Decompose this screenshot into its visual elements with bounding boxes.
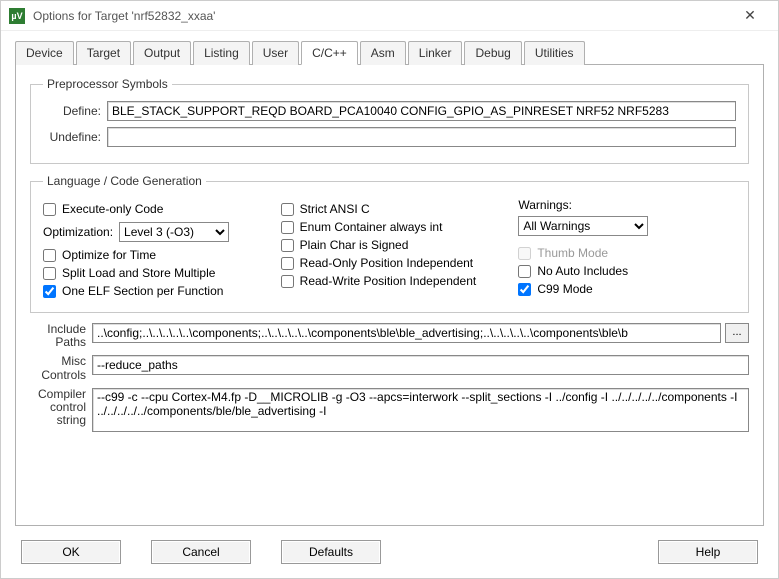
dialog-window: µV Options for Target 'nrf52832_xxaa' ✕ … bbox=[0, 0, 779, 579]
undefine-label: Undefine: bbox=[43, 130, 107, 144]
optimization-label: Optimization: bbox=[43, 225, 113, 239]
rw-pi-label: Read-Write Position Independent bbox=[300, 274, 477, 288]
tab-body-c-cpp: Preprocessor Symbols Define: Undefine: L… bbox=[15, 65, 764, 526]
split-load-label: Split Load and Store Multiple bbox=[62, 266, 215, 280]
tab-device[interactable]: Device bbox=[15, 41, 74, 65]
tab-debug[interactable]: Debug bbox=[464, 41, 521, 65]
tabstrip: DeviceTargetOutputListingUserC/C++AsmLin… bbox=[15, 41, 764, 65]
tab-c-c-[interactable]: C/C++ bbox=[301, 41, 358, 65]
tab-output[interactable]: Output bbox=[133, 41, 191, 65]
include-paths-label: IncludePaths bbox=[30, 323, 92, 349]
paths-block: IncludePaths ... MiscControls Compilerco… bbox=[30, 323, 749, 432]
preprocessor-group: Preprocessor Symbols Define: Undefine: bbox=[30, 77, 749, 164]
optimize-time-label: Optimize for Time bbox=[62, 248, 156, 262]
thumb-mode-checkbox: Thumb Mode bbox=[518, 246, 736, 260]
tab-utilities[interactable]: Utilities bbox=[524, 41, 585, 65]
one-elf-checkbox[interactable]: One ELF Section per Function bbox=[43, 284, 261, 298]
defaults-button[interactable]: Defaults bbox=[281, 540, 381, 564]
strict-ansi-label: Strict ANSI C bbox=[300, 202, 370, 216]
one-elf-label: One ELF Section per Function bbox=[62, 284, 223, 298]
lang-col-right: Warnings: <unspecified>No WarningsAll Wa… bbox=[518, 198, 736, 302]
ok-button[interactable]: OK bbox=[21, 540, 121, 564]
button-bar: OK Cancel Defaults Help bbox=[1, 526, 778, 578]
include-paths-browse-button[interactable]: ... bbox=[725, 323, 749, 343]
strict-ansi-checkbox[interactable]: Strict ANSI C bbox=[281, 202, 499, 216]
include-paths-input[interactable] bbox=[92, 323, 721, 343]
enum-container-checkbox[interactable]: Enum Container always int bbox=[281, 220, 499, 234]
tab-linker[interactable]: Linker bbox=[408, 41, 463, 65]
execute-only-label: Execute-only Code bbox=[62, 202, 163, 216]
warnings-select[interactable]: <unspecified>No WarningsAll Warnings bbox=[518, 216, 648, 236]
rw-pi-checkbox[interactable]: Read-Write Position Independent bbox=[281, 274, 499, 288]
thumb-mode-label: Thumb Mode bbox=[537, 246, 608, 260]
titlebar: µV Options for Target 'nrf52832_xxaa' ✕ bbox=[1, 1, 778, 31]
no-auto-inc-label: No Auto Includes bbox=[537, 264, 628, 278]
c99-mode-label: C99 Mode bbox=[537, 282, 592, 296]
compiler-string-label: Compilercontrolstring bbox=[30, 388, 92, 428]
help-button[interactable]: Help bbox=[658, 540, 758, 564]
enum-container-label: Enum Container always int bbox=[300, 220, 443, 234]
tab-listing[interactable]: Listing bbox=[193, 41, 250, 65]
split-load-checkbox[interactable]: Split Load and Store Multiple bbox=[43, 266, 261, 280]
warnings-label: Warnings: bbox=[518, 198, 736, 212]
misc-controls-input[interactable] bbox=[92, 355, 749, 375]
tab-target[interactable]: Target bbox=[76, 41, 131, 65]
execute-only-checkbox[interactable]: Execute-only Code bbox=[43, 202, 261, 216]
define-input[interactable] bbox=[107, 101, 736, 121]
plain-char-label: Plain Char is Signed bbox=[300, 238, 409, 252]
define-label: Define: bbox=[43, 104, 107, 118]
tab-asm[interactable]: Asm bbox=[360, 41, 406, 65]
app-icon: µV bbox=[9, 8, 25, 24]
c99-mode-checkbox[interactable]: C99 Mode bbox=[518, 282, 736, 296]
close-icon[interactable]: ✕ bbox=[730, 7, 770, 24]
lang-col-mid: Strict ANSI C Enum Container always int … bbox=[281, 198, 499, 302]
optimization-select[interactable]: Level 0 (-O0)Level 1 (-O1)Level 2 (-O2)L… bbox=[119, 222, 229, 242]
language-group: Language / Code Generation Execute-only … bbox=[30, 174, 749, 313]
ro-pi-label: Read-Only Position Independent bbox=[300, 256, 473, 270]
tab-user[interactable]: User bbox=[252, 41, 299, 65]
misc-controls-label: MiscControls bbox=[30, 355, 92, 381]
compiler-string-output: --c99 -c --cpu Cortex-M4.fp -D__MICROLIB… bbox=[92, 388, 749, 432]
cancel-button[interactable]: Cancel bbox=[151, 540, 251, 564]
content-area: DeviceTargetOutputListingUserC/C++AsmLin… bbox=[1, 31, 778, 526]
ro-pi-checkbox[interactable]: Read-Only Position Independent bbox=[281, 256, 499, 270]
plain-char-checkbox[interactable]: Plain Char is Signed bbox=[281, 238, 499, 252]
preprocessor-legend: Preprocessor Symbols bbox=[43, 77, 172, 91]
language-legend: Language / Code Generation bbox=[43, 174, 206, 188]
window-title: Options for Target 'nrf52832_xxaa' bbox=[33, 9, 730, 23]
lang-col-left: Execute-only Code Optimization: Level 0 … bbox=[43, 198, 261, 302]
no-auto-inc-checkbox[interactable]: No Auto Includes bbox=[518, 264, 736, 278]
undefine-input[interactable] bbox=[107, 127, 736, 147]
optimize-time-checkbox[interactable]: Optimize for Time bbox=[43, 248, 261, 262]
